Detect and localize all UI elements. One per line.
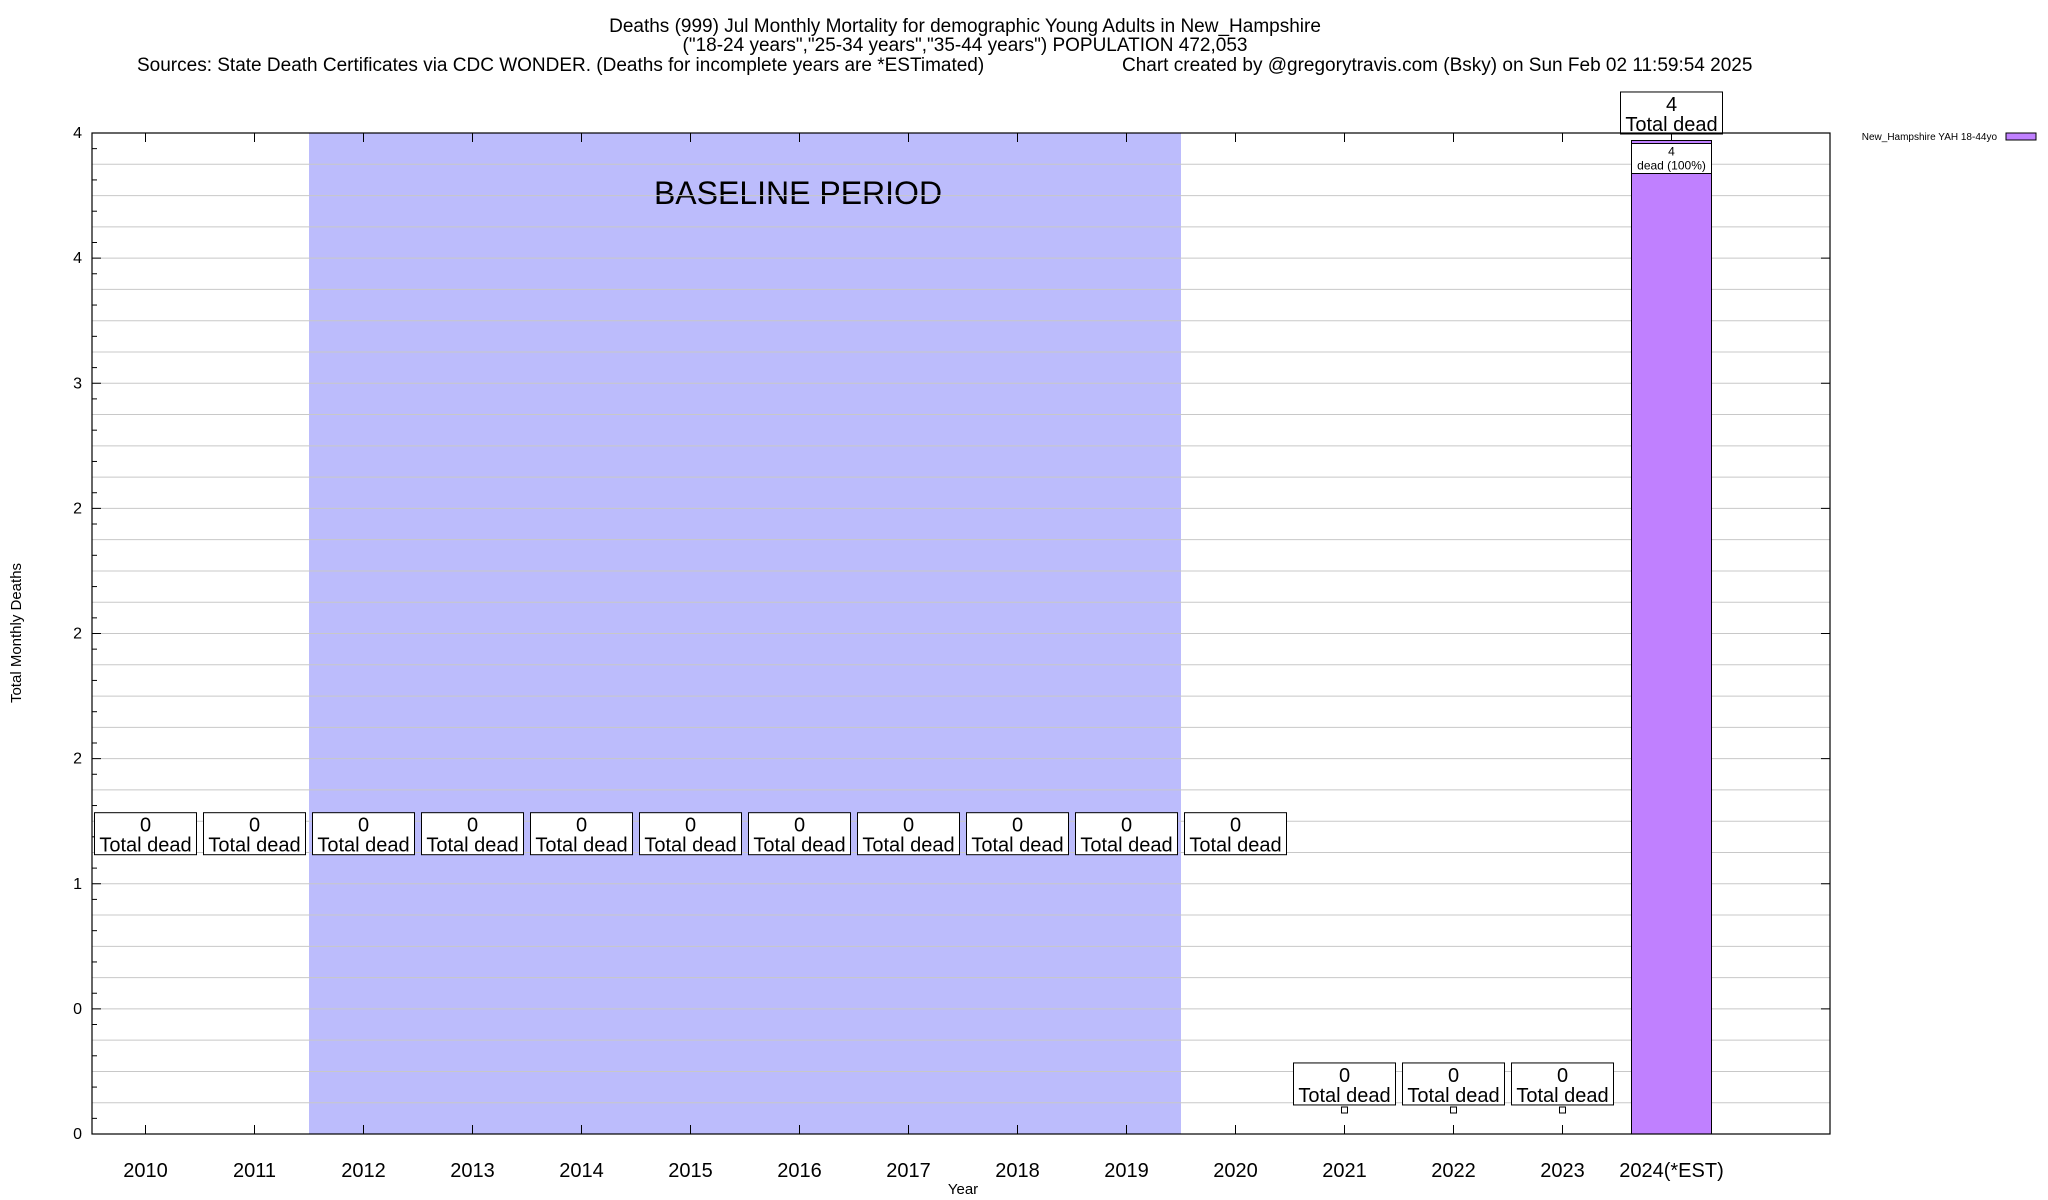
total-label-box bbox=[1293, 1062, 1396, 1106]
total-label-value: 0 bbox=[576, 815, 587, 837]
x-tick-label: 2015 bbox=[668, 1160, 713, 1182]
total-label-box bbox=[857, 812, 960, 856]
plot-frame bbox=[91, 132, 1831, 1135]
segment-label-text: dead (100%) bbox=[1637, 159, 1706, 173]
zero-marker bbox=[1450, 1106, 1457, 1114]
total-label-value: 0 bbox=[249, 815, 260, 837]
y-tick-label: 1 bbox=[73, 876, 82, 893]
x-tick-label: 2010 bbox=[123, 1160, 168, 1182]
y-tick-label: 2 bbox=[73, 626, 82, 643]
y-tick-label: 4 bbox=[73, 125, 82, 142]
total-label-text: Total dead bbox=[971, 835, 1063, 857]
x-tick-label: 2014 bbox=[559, 1160, 604, 1182]
x-tick-label: 2013 bbox=[450, 1160, 495, 1182]
x-tick-label: 2019 bbox=[1104, 1160, 1149, 1182]
total-label-text: Total dead bbox=[862, 835, 954, 857]
total-label-text: Total dead bbox=[1298, 1085, 1390, 1107]
x-tick-label: 2018 bbox=[995, 1160, 1040, 1182]
segment-label-box bbox=[1631, 143, 1712, 175]
total-label-box bbox=[530, 812, 633, 856]
legend: New_Hampshire YAH 18-44yo bbox=[1862, 132, 2037, 143]
total-label-text: Total dead bbox=[1080, 835, 1172, 857]
total-label-text: Total dead bbox=[1516, 1085, 1608, 1107]
x-tick-label: 2011 bbox=[233, 1160, 276, 1182]
x-tick-label: 2016 bbox=[777, 1160, 822, 1182]
y-axis-label: Total Monthly Deaths bbox=[8, 563, 25, 703]
y-tick-label: 4 bbox=[73, 250, 82, 267]
total-label-text: Total dead bbox=[1407, 1085, 1499, 1107]
baseline-period-label: BASELINE PERIOD bbox=[654, 175, 942, 211]
total-label-box bbox=[312, 812, 415, 856]
total-label-box bbox=[1620, 91, 1723, 135]
y-tick-label: 2 bbox=[73, 500, 82, 517]
x-axis-label: Year bbox=[948, 1181, 978, 1198]
total-label-value: 4 bbox=[1666, 94, 1677, 116]
total-label-text: Total dead bbox=[317, 835, 409, 857]
chart-credit: Chart created by @gregorytravis.com (Bsk… bbox=[1122, 55, 1752, 76]
total-label-value: 0 bbox=[467, 815, 478, 837]
total-label-box bbox=[1075, 812, 1178, 856]
total-label-value: 0 bbox=[1230, 815, 1241, 837]
y-tick-label: 3 bbox=[73, 375, 82, 392]
total-label-box bbox=[1184, 812, 1287, 856]
x-tick-label: 2021 bbox=[1322, 1160, 1367, 1182]
total-label-value: 0 bbox=[1339, 1065, 1350, 1087]
total-label-box bbox=[639, 812, 742, 856]
x-tick-label: 2012 bbox=[341, 1160, 386, 1182]
y-axis-ticks: 0 0 1 2 2 2 3 4 4 bbox=[73, 125, 1830, 1143]
total-label-text: Total dead bbox=[644, 835, 736, 857]
legend-label: New_Hampshire YAH 18-44yo bbox=[1862, 132, 1998, 143]
total-label-value: 0 bbox=[685, 815, 696, 837]
zero-marker bbox=[1341, 1106, 1348, 1114]
total-label-box bbox=[1511, 1062, 1614, 1106]
x-tick-label: 2024(*EST) bbox=[1619, 1160, 1724, 1182]
zero-marker bbox=[1559, 1106, 1566, 1114]
total-label-text: Total dead bbox=[535, 835, 627, 857]
total-label-box bbox=[94, 812, 197, 856]
total-label-text: Total dead bbox=[1189, 835, 1281, 857]
x-tick-label: 2023 bbox=[1540, 1160, 1585, 1182]
total-label-value: 0 bbox=[794, 815, 805, 837]
chart-title-line-1: Deaths (999) Jul Monthly Mortality for d… bbox=[609, 16, 1321, 37]
total-label-box bbox=[421, 812, 524, 856]
x-tick-label: 2020 bbox=[1213, 1160, 1258, 1182]
total-label-text: Total dead bbox=[753, 835, 845, 857]
total-label-value: 0 bbox=[1448, 1065, 1459, 1087]
total-label-text: Total dead bbox=[426, 835, 518, 857]
y-tick-label: 0 bbox=[73, 1126, 82, 1143]
total-label-text: Total dead bbox=[1625, 114, 1717, 136]
x-tick-label: 2017 bbox=[886, 1160, 931, 1182]
total-label-box bbox=[748, 812, 851, 856]
legend-swatch bbox=[2005, 132, 2037, 141]
y-tick-label: 2 bbox=[73, 751, 82, 768]
total-label-value: 0 bbox=[140, 815, 151, 837]
total-label-value: 0 bbox=[1557, 1065, 1568, 1087]
total-label-text: Total dead bbox=[208, 835, 300, 857]
total-label-value: 0 bbox=[903, 815, 914, 837]
data-bar bbox=[1631, 140, 1712, 1135]
chart-title-line-2: ("18-24 years","25-34 years","35-44 year… bbox=[683, 35, 1248, 56]
total-label-value: 0 bbox=[1012, 815, 1023, 837]
total-label-box bbox=[966, 812, 1069, 856]
total-label-value: 0 bbox=[1121, 815, 1132, 837]
total-label-box bbox=[1402, 1062, 1505, 1106]
segment-label-value: 4 bbox=[1668, 145, 1675, 159]
x-tick-label: 2022 bbox=[1431, 1160, 1476, 1182]
total-label-box bbox=[203, 812, 306, 856]
total-label-text: Total dead bbox=[99, 835, 191, 857]
total-label-value: 0 bbox=[358, 815, 369, 837]
x-axis-ticks: 2010 2011 2012 2013 2014 2015 2016 2017 2018 2019… bbox=[123, 133, 1724, 1182]
chart-sources: Sources: State Death Certificates via CD… bbox=[137, 55, 984, 76]
y-tick-label: 0 bbox=[73, 1001, 82, 1018]
